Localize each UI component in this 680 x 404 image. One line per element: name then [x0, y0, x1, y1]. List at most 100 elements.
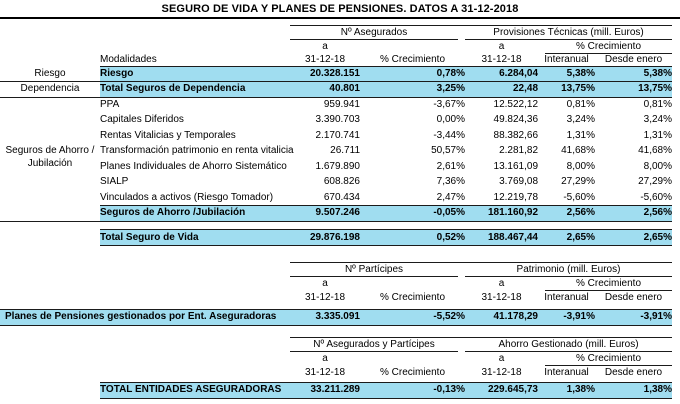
- category-ahorro: Seguros de Ahorro / Jubilación: [5, 145, 95, 169]
- interannual-header: Interanual: [544, 53, 589, 65]
- modality-label: SIALP: [100, 176, 129, 188]
- modality-label: Seguros de Ahorro /Jubilación: [100, 205, 290, 222]
- since-january-growth: 5,38%: [595, 65, 673, 82]
- insured-growth: 3,25%: [360, 81, 466, 98]
- table-row-riesgo: Riesgo Riesgo 20.328.151 0,78% 6.284,04 …: [0, 65, 673, 82]
- insured-value: 29.876.198: [290, 229, 360, 246]
- modality-label: Vinculados a activos (Riesgo Tomador): [100, 191, 274, 203]
- since-january-growth: -5,60%: [640, 191, 673, 203]
- since-january-growth: 8,00%: [643, 160, 673, 172]
- date-header: 31-12-18: [304, 53, 346, 65]
- interannual-growth: -3,91%: [538, 308, 595, 326]
- since-january-growth: 41,68%: [638, 145, 673, 157]
- insured-value: 9.507.246: [290, 205, 360, 222]
- provisions-value: 12.522,12: [493, 99, 539, 110]
- interannual-growth: 8,00%: [566, 160, 596, 172]
- modality-label: Rentas Vitalicias y Temporales: [100, 129, 236, 141]
- growth-header: % Crecimiento: [379, 53, 446, 65]
- vida-table: Nº Asegurados Provisiones Técnicas (mill…: [0, 25, 673, 222]
- a-label: a: [322, 278, 328, 289]
- provisions-value: 181.160,92: [465, 205, 539, 222]
- provisions-value: 6.284,04: [465, 65, 539, 82]
- growth-header: % Crecimiento: [379, 292, 446, 303]
- modality-label: Riesgo: [100, 65, 290, 82]
- interannual-growth: 13,75%: [538, 81, 596, 98]
- total-entidades-label: TOTAL ENTIDADES ASEGURADORAS: [100, 381, 290, 399]
- participants-growth: -5,52%: [360, 308, 465, 326]
- participants-value: 3.335.091: [290, 308, 360, 326]
- insured-value: 2.170.741: [315, 129, 361, 141]
- group-header-asegurados: Nº Asegurados: [290, 25, 466, 40]
- table-row-total-vida: Total Seguro de Vida 29.876.198 0,52% 18…: [0, 229, 672, 246]
- group-header-asegurados-participes: Nº Asegurados y Partícipes: [290, 337, 465, 352]
- group-header-provisiones: Provisiones Técnicas (mill. Euros): [465, 25, 673, 40]
- growth-group-label: % Crecimiento: [538, 40, 673, 54]
- total-col-header-row: 31-12-18 % Crecimiento 31-12-18 Interanu…: [0, 366, 672, 379]
- modality-label: Planes Individuales de Ahorro Sistemátic…: [100, 160, 287, 172]
- table-row-dependencia: Dependencia Total Seguros de Dependencia…: [0, 81, 673, 98]
- interannual-growth: 1,38%: [538, 381, 595, 399]
- insured-growth: 2,47%: [436, 191, 466, 203]
- interannual-growth: 5,38%: [538, 65, 596, 82]
- category-cell: Riesgo: [0, 66, 100, 82]
- modalities-header: Modalidades: [100, 53, 157, 65]
- interannual-header: Interanual: [544, 366, 589, 378]
- pensiones-group-header-row: Nº Partícipes Patrimonio (mill. Euros): [0, 262, 672, 277]
- group-header-ahorro-gestionado: Ahorro Gestionado (mill. Euros): [465, 337, 672, 352]
- interannual-growth: 2,65%: [538, 229, 595, 246]
- table-row-pias: Planes Individuales de Ahorro Sistemátic…: [0, 159, 672, 175]
- table-row-rentas: Rentas Vitalicias y Temporales 2.170.741…: [0, 128, 672, 144]
- pensiones-table: Nº Partícipes Patrimonio (mill. Euros) a…: [0, 262, 672, 326]
- provisions-value: 12.219,78: [493, 191, 539, 203]
- insured-growth: 0,52%: [360, 229, 465, 246]
- table-row-sialp: SIALP 608.826 7,36% 3.769,08 27,29% 27,2…: [0, 175, 672, 191]
- insured-growth: -3,67%: [433, 99, 466, 110]
- total-vida-label: Total Seguro de Vida: [100, 229, 290, 246]
- date-header: 31-12-18: [481, 366, 522, 378]
- insured-value: 26.711: [330, 145, 360, 157]
- interannual-growth: 1,31%: [566, 129, 596, 141]
- since-january-growth: 27,29%: [638, 176, 673, 188]
- since-january-growth: 13,75%: [595, 81, 673, 98]
- insured-value: 670.434: [323, 191, 360, 203]
- interannual-growth: 2,56%: [538, 205, 596, 222]
- vida-group-header-row: Nº Asegurados Provisiones Técnicas (mill…: [0, 25, 673, 40]
- assets-value: 41.178,29: [465, 308, 538, 326]
- insured-value: 20.328.151: [290, 65, 360, 82]
- table-row-pensiones: Planes de Pensiones gestionados por Ent.…: [0, 308, 672, 326]
- interannual-growth: 27,29%: [561, 176, 596, 188]
- insured-growth: 7,36%: [436, 176, 466, 188]
- total-group-header-row: Nº Asegurados y Partícipes Ahorro Gestio…: [0, 337, 672, 352]
- insured-value: 1.679.890: [315, 160, 361, 172]
- interannual-header: Interanual: [544, 292, 589, 303]
- table-row-ahorro-total: Seguros de Ahorro /Jubilación 9.507.246 …: [0, 205, 673, 222]
- date-header: 31-12-18: [304, 292, 346, 303]
- a-label: a: [498, 278, 505, 289]
- since-january-growth: 2,56%: [595, 205, 673, 222]
- since-january-header: Desde enero: [604, 366, 663, 378]
- date-header: 31-12-18: [481, 292, 522, 303]
- insured-growth: 50,57%: [431, 145, 466, 157]
- total-a-row: a a % Crecimiento: [0, 352, 672, 366]
- table-row-capitales: Capitales Diferidos 3.390.703 0,00% 49.8…: [0, 113, 672, 129]
- insured-growth: -3,44%: [433, 129, 466, 141]
- growth-header: % Crecimiento: [379, 366, 446, 378]
- since-january-growth: -3,91%: [595, 308, 672, 326]
- savings-value: 229.645,73: [465, 381, 538, 399]
- since-january-growth: 3,24%: [643, 114, 673, 126]
- group-header-participes: Nº Partícipes: [290, 262, 465, 277]
- insured-value: 3.390.703: [315, 114, 361, 126]
- pensiones-row-label: Planes de Pensiones gestionados por Ent.…: [0, 308, 290, 326]
- table-row-total-entidades: TOTAL ENTIDADES ASEGURADORAS 33.211.289 …: [0, 381, 672, 399]
- insured-growth: 0,00%: [436, 114, 466, 126]
- interannual-growth: 41,68%: [561, 145, 596, 157]
- insured-growth: -0,05%: [360, 205, 466, 222]
- a-label: a: [322, 353, 328, 364]
- insured-growth: 2,61%: [436, 160, 466, 172]
- modality-label: Capitales Diferidos: [100, 114, 184, 126]
- provisions-value: 2.281,82: [499, 145, 539, 157]
- interannual-growth: 3,24%: [566, 114, 596, 126]
- provisions-value: 49.824,36: [493, 114, 539, 126]
- vida-col-header-row: Modalidades 31-12-18 % Crecimiento 31-12…: [0, 54, 672, 66]
